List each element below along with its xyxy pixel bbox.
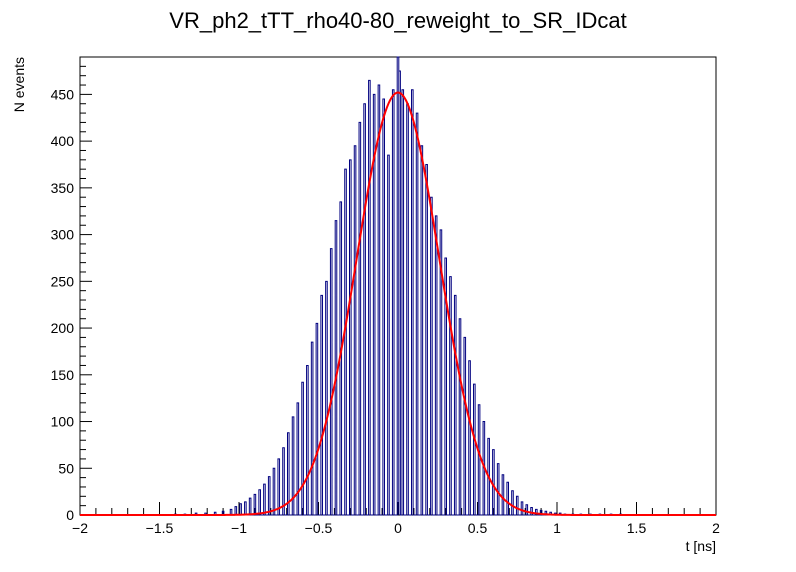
x-tick-label: −1 bbox=[231, 520, 247, 536]
y-tick-label: 150 bbox=[51, 367, 75, 383]
x-axis: −2 −1.5 −1 −0.5 0 0.5 1 1.5 2 bbox=[72, 502, 720, 536]
x-tick-label: 0.5 bbox=[468, 520, 488, 536]
x-axis-label: t [ns] bbox=[686, 538, 716, 554]
y-tick-label: 450 bbox=[51, 86, 75, 102]
y-axis-label: N events bbox=[11, 57, 27, 112]
x-tick-label: 2 bbox=[712, 520, 720, 536]
y-tick-label: 250 bbox=[51, 273, 75, 289]
x-tick-label: −2 bbox=[72, 520, 88, 536]
series-layer bbox=[80, 56, 716, 516]
y-tick-label: 200 bbox=[51, 320, 75, 336]
histogram-series bbox=[80, 56, 716, 516]
y-tick-label: 400 bbox=[51, 133, 75, 149]
x-tick-label: 1 bbox=[553, 520, 561, 536]
y-tick-label: 100 bbox=[51, 414, 75, 430]
y-tick-label: 50 bbox=[58, 460, 74, 476]
y-tick-label: 0 bbox=[66, 507, 74, 523]
x-tick-label: 0 bbox=[394, 520, 402, 536]
y-tick-label: 300 bbox=[51, 227, 75, 243]
y-tick-label: 350 bbox=[51, 180, 75, 196]
gaussian-fit-curve bbox=[80, 91, 716, 516]
x-tick-label: 1.5 bbox=[627, 520, 647, 536]
chart-title: VR_ph2_tTT_rho40-80_reweight_to_SR_IDcat bbox=[169, 8, 626, 33]
x-tick-label: −0.5 bbox=[305, 520, 333, 536]
y-axis: 0 50 100 150 200 250 300 350 400 450 bbox=[51, 56, 92, 523]
x-tick-label: −1.5 bbox=[146, 520, 174, 536]
plot-frame bbox=[79, 56, 717, 516]
